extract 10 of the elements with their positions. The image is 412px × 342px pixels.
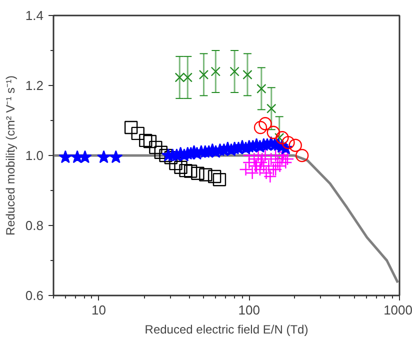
x-tick-label: 10 xyxy=(92,302,106,318)
y-tick-label: 0.6 xyxy=(25,288,44,303)
x-axis-title: Reduced electric field E/N (Td) xyxy=(144,322,308,336)
y-tick-label: 0.8 xyxy=(25,218,44,233)
x-tick-label: 100 xyxy=(238,302,260,318)
y-tick-label: 1.2 xyxy=(25,78,44,93)
x-tick-label: 1000 xyxy=(384,302,412,318)
y-axis-title: Reduced mobility (cm² V⁻¹ s⁻¹) xyxy=(3,75,18,236)
y-tick-label: 1.4 xyxy=(25,8,44,23)
y-tick-label: 1.0 xyxy=(25,148,44,163)
